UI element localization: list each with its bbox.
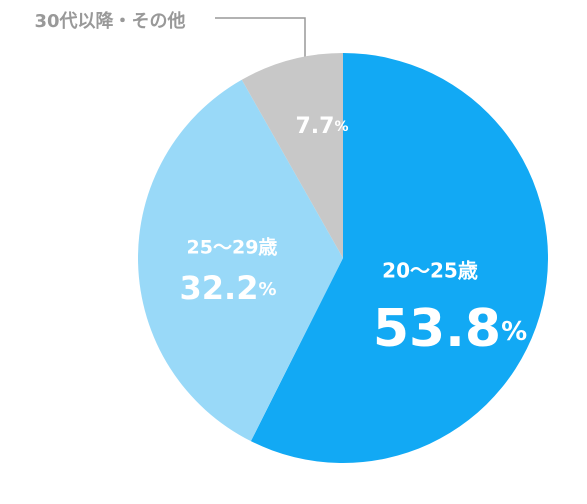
- value-label: 53.8%: [373, 299, 527, 359]
- value-number: 53.8: [373, 299, 501, 359]
- value-unit: %: [334, 119, 348, 135]
- value-label: 32.2%: [180, 269, 277, 307]
- pie-slice: [250, 53, 548, 464]
- pie-slice: [137, 79, 343, 442]
- value-number: 32.2: [180, 269, 259, 307]
- value-unit: %: [501, 317, 527, 347]
- pie-slice: [241, 53, 343, 258]
- value-unit: %: [258, 279, 276, 300]
- category-label: 30代以降・その他: [34, 10, 185, 32]
- category-label: 20〜25歳: [382, 259, 478, 283]
- value-number: 7.7: [295, 114, 334, 139]
- value-label: 7.7%: [295, 114, 348, 139]
- category-label: 25〜29歳: [187, 237, 278, 259]
- leader-line: [215, 17, 306, 62]
